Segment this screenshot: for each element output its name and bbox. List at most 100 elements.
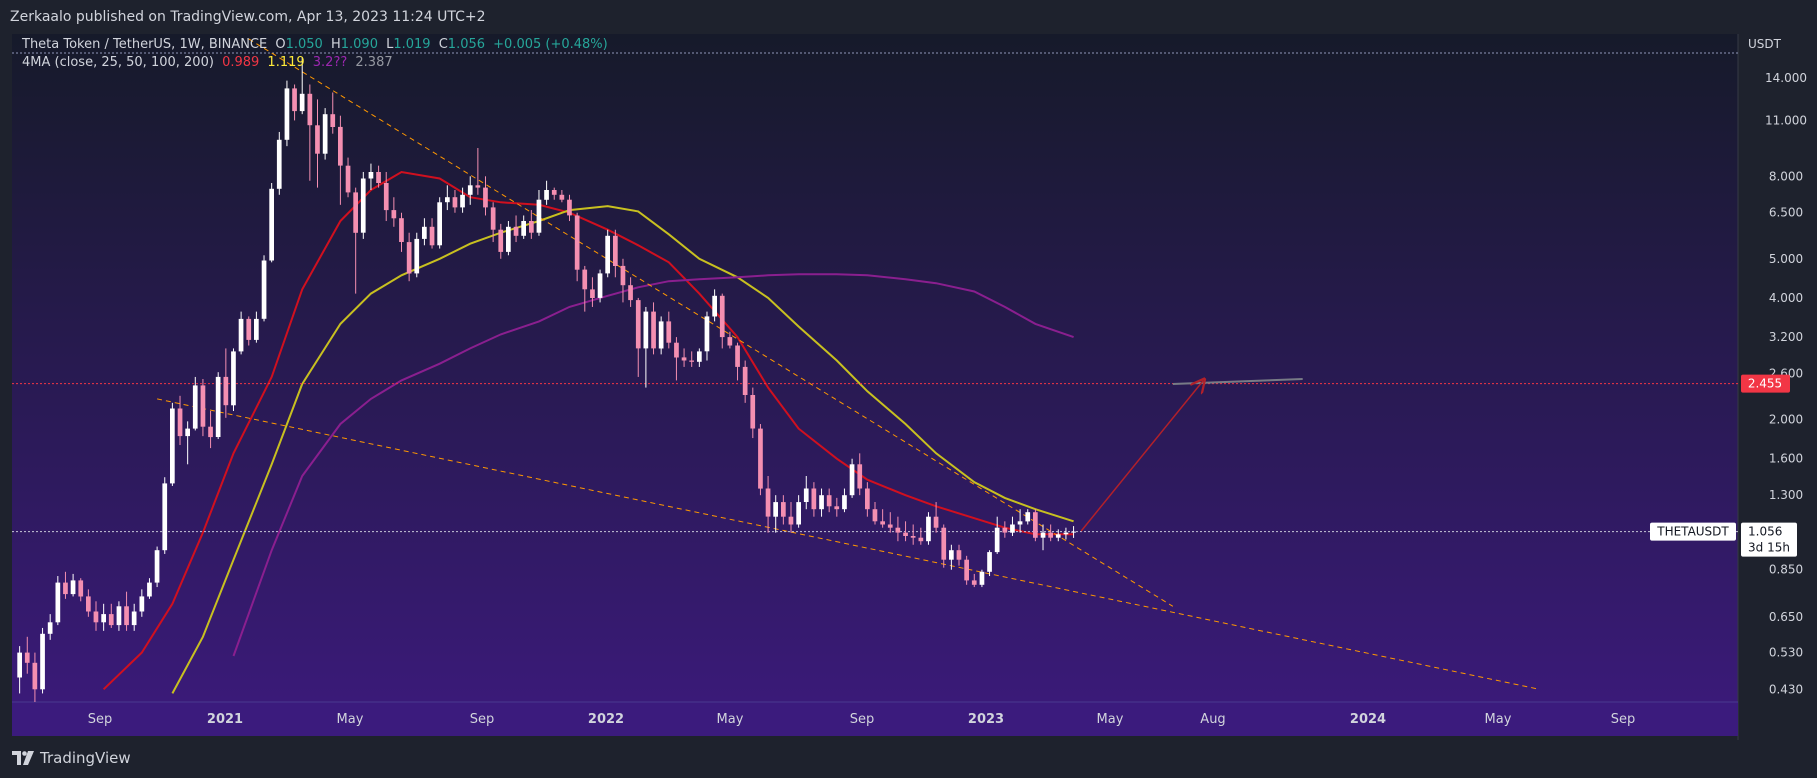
candle-body xyxy=(429,226,435,246)
ma50-value: 1.119 xyxy=(267,55,305,70)
candle-body xyxy=(941,527,947,560)
indicator-legend[interactable]: 4MA (close, 25, 50, 100, 200) 0.989 1.11… xyxy=(22,55,397,70)
price-tick-label: 0.530 xyxy=(1769,646,1803,660)
candle-body xyxy=(238,318,244,352)
candle-body xyxy=(475,185,481,188)
plot-background xyxy=(12,34,1738,702)
candle-body xyxy=(544,190,549,200)
candle-body xyxy=(338,126,343,166)
candle-body xyxy=(689,360,694,362)
candle-body xyxy=(108,614,114,626)
candle-body xyxy=(826,495,832,507)
candle-body xyxy=(712,295,717,317)
time-axis-panel[interactable] xyxy=(12,702,1738,736)
tradingview-brand[interactable]: TradingView xyxy=(12,749,131,767)
ohlc-change: +0.005 (+0.48%) xyxy=(493,37,608,52)
candle-body xyxy=(819,495,824,510)
candle-body xyxy=(742,366,748,395)
resistance-price-tag xyxy=(1741,374,1790,393)
candle-body xyxy=(261,260,267,319)
footer-bar: TradingView xyxy=(0,740,1817,778)
candle-body xyxy=(292,88,297,112)
candle-body xyxy=(750,395,756,429)
candle-body xyxy=(498,229,504,252)
candle-body xyxy=(55,582,61,623)
price-tick-label: 11.000 xyxy=(1765,113,1807,127)
ma25-line xyxy=(102,170,1074,691)
candle-body xyxy=(391,210,397,219)
candle-body xyxy=(536,199,542,233)
indicator-title[interactable]: 4MA (close, 25, 50, 100, 200) xyxy=(22,55,214,70)
candle-body xyxy=(880,521,885,525)
candle-body xyxy=(345,165,351,193)
candle-body xyxy=(63,582,68,595)
candle-body xyxy=(620,265,626,286)
time-tick-label: 2021 xyxy=(207,712,243,727)
time-axis-labels: Sep 2021 May Sep 2022 May Sep 2023 May Aug 2024 May… xyxy=(88,712,1636,727)
candle-body xyxy=(1017,521,1023,525)
candle-body xyxy=(1063,532,1069,535)
ohlc-high-label: H xyxy=(330,37,341,52)
ma50-line xyxy=(171,205,1074,694)
candle-body xyxy=(215,376,221,437)
time-tick-label: May xyxy=(1485,712,1512,727)
chart-area[interactable]: USDT 14.000 11.000 8.000 6.500 5.000 4.000 3.20… xyxy=(0,34,1817,740)
ohlc-low: 1.019 xyxy=(393,37,431,52)
candle-body xyxy=(597,273,603,298)
candle-body xyxy=(964,559,969,581)
candle-body xyxy=(246,318,252,340)
price-tick-label: 3.200 xyxy=(1769,330,1803,344)
candle-body xyxy=(926,516,931,542)
ohlc-close: 1.056 xyxy=(447,37,486,52)
candle-body xyxy=(628,285,633,301)
time-tick-label: Sep xyxy=(88,712,113,727)
candle-body xyxy=(704,316,710,352)
symbol-title[interactable]: Theta Token / TetherUS, 1W, BINANCE xyxy=(22,37,268,52)
candle-body xyxy=(1033,512,1038,538)
candle-body xyxy=(307,93,313,126)
candle-body xyxy=(185,428,190,437)
time-tick-label: Aug xyxy=(1200,712,1225,727)
candle-body xyxy=(529,221,534,233)
candle-body xyxy=(567,199,572,216)
tradingview-logo-icon xyxy=(12,751,34,765)
candle-body xyxy=(506,226,511,252)
candle-body xyxy=(857,464,863,489)
candle-body xyxy=(758,428,763,489)
symbol-legend[interactable]: Theta Token / TetherUS, 1W, BINANCE O 1.0… xyxy=(22,37,612,52)
ma100-line xyxy=(232,273,1074,657)
time-tick-label: Sep xyxy=(1611,712,1636,727)
candle-body xyxy=(1071,531,1076,533)
countdown-label: 3d 15h xyxy=(1748,541,1790,555)
candle-body xyxy=(368,172,374,179)
candle-body xyxy=(177,408,183,437)
ohlc-open-label: O xyxy=(275,37,286,52)
time-tick-label: May xyxy=(337,712,364,727)
candle-body xyxy=(613,235,618,266)
candle-body xyxy=(208,426,213,438)
price-tags: 2.455 THETAUSDT 1.056 3d 15h xyxy=(1650,374,1797,557)
candle-body xyxy=(727,337,733,346)
candle-body xyxy=(773,502,778,517)
time-tick-label: May xyxy=(1097,712,1124,727)
candle-body xyxy=(47,622,53,634)
symbol-tag-label: THETAUSDT xyxy=(1656,525,1729,539)
candle-body xyxy=(17,652,22,678)
time-tick-label: Sep xyxy=(850,712,875,727)
candle-body xyxy=(70,580,76,595)
candle-body xyxy=(1040,532,1046,538)
chart-svg[interactable]: USDT 14.000 11.000 8.000 6.500 5.000 4.000 3.20… xyxy=(0,34,1817,740)
candle-body xyxy=(842,495,847,510)
candle-body xyxy=(32,662,38,690)
price-tick-label: 0.430 xyxy=(1769,682,1803,696)
candle-body xyxy=(445,197,450,203)
candle-body xyxy=(299,93,305,112)
price-axis-currency: USDT xyxy=(1748,37,1782,51)
candle-body xyxy=(605,235,610,274)
candle-body xyxy=(918,537,924,542)
candle-body xyxy=(223,376,229,406)
candle-body xyxy=(360,178,366,233)
moving-average-lines xyxy=(102,170,1074,694)
candle-body xyxy=(681,357,687,361)
last-price-label: 1.056 xyxy=(1748,525,1782,539)
